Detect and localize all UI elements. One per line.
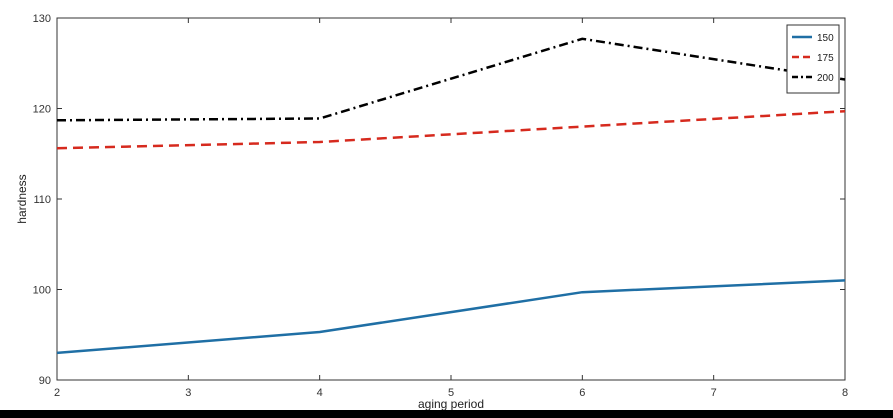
x-tick-label: 2 xyxy=(54,387,60,399)
y-tick-label: 130 xyxy=(33,13,51,25)
series-lines xyxy=(56,37,846,355)
legend: 150 175 200 xyxy=(786,24,840,94)
plot-area xyxy=(56,17,846,381)
x-axis-ticks: 2 3 4 5 6 7 8 xyxy=(54,18,848,399)
x-tick-label: 4 xyxy=(317,387,323,399)
legend-label-150: 150 xyxy=(817,33,834,44)
y-axis-label: hardness xyxy=(15,174,29,223)
x-axis-label: aging period xyxy=(418,397,484,411)
series-line-200 xyxy=(56,37,846,122)
x-tick-label: 6 xyxy=(579,387,585,399)
y-tick-label: 110 xyxy=(33,194,51,206)
x-tick-label: 3 xyxy=(185,387,191,399)
legend-label-175: 175 xyxy=(817,53,834,64)
x-tick-label: 8 xyxy=(842,387,848,399)
legend-label-200: 200 xyxy=(817,73,834,84)
series-line-175 xyxy=(56,109,846,150)
x-tick-label: 5 xyxy=(448,387,454,399)
bottom-border-bar xyxy=(0,410,893,418)
x-tick-label: 7 xyxy=(711,387,717,399)
series-line-150 xyxy=(56,279,846,355)
y-tick-label: 100 xyxy=(33,285,51,297)
y-axis-ticks: 90 100 110 120 130 xyxy=(33,13,845,387)
y-tick-label: 90 xyxy=(39,375,51,387)
y-tick-label: 120 xyxy=(33,104,51,116)
